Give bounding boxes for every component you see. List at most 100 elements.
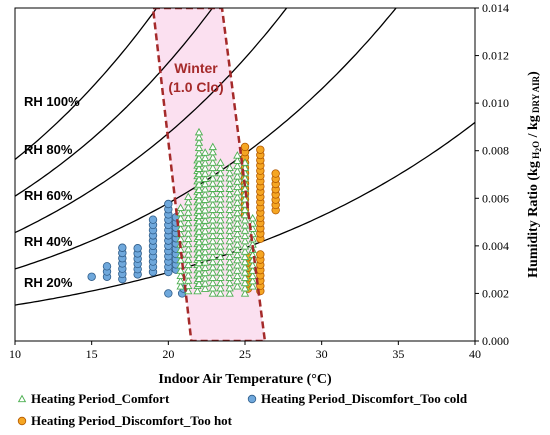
legend-too-hot-icon bbox=[17, 416, 27, 426]
comfort-point bbox=[184, 213, 193, 221]
comfort-point bbox=[184, 208, 193, 216]
comfort-point bbox=[176, 281, 185, 290]
comfort-point bbox=[194, 164, 204, 172]
x-tick-label: 35 bbox=[392, 347, 404, 361]
comfort-point bbox=[194, 211, 204, 220]
comfort-point bbox=[208, 210, 217, 219]
too-cold-point bbox=[102, 262, 112, 271]
comfort-point bbox=[248, 271, 257, 279]
comfort-point bbox=[208, 268, 217, 276]
comfort-point bbox=[208, 142, 217, 151]
comfort-point bbox=[208, 163, 217, 172]
too-cold-point bbox=[148, 215, 158, 224]
comfort-point bbox=[194, 180, 204, 188]
comfort-point bbox=[240, 231, 250, 240]
rh-label-80: RH 80% bbox=[24, 142, 73, 157]
comfort-point bbox=[225, 205, 234, 213]
comfort-point bbox=[208, 289, 217, 297]
legend-too-cold-icon bbox=[247, 394, 257, 404]
comfort-point bbox=[200, 263, 210, 271]
comfort-point bbox=[184, 218, 193, 227]
comfort-point bbox=[200, 273, 210, 282]
comfort-point bbox=[225, 184, 234, 192]
comfort-point bbox=[208, 158, 217, 166]
comfort-point bbox=[233, 213, 242, 222]
comfort-point bbox=[200, 163, 210, 172]
comfort-point bbox=[233, 255, 242, 264]
x-tick-label: 20 bbox=[162, 347, 174, 361]
comfort-point bbox=[200, 242, 210, 250]
comfort-point bbox=[216, 189, 225, 198]
comfort-point bbox=[200, 190, 210, 198]
comfort-point bbox=[176, 276, 185, 285]
comfort-point bbox=[200, 179, 210, 188]
comfort-point bbox=[225, 273, 234, 281]
comfort-point bbox=[208, 153, 217, 161]
comfort-point bbox=[248, 213, 257, 222]
comfort-point bbox=[233, 151, 242, 159]
x-tick-label: 40 bbox=[469, 347, 481, 361]
comfort-point bbox=[240, 278, 250, 287]
comfort-point bbox=[240, 273, 250, 281]
comfort-point bbox=[208, 147, 217, 156]
comfort-point bbox=[225, 283, 234, 292]
too-hot-point bbox=[256, 250, 265, 259]
comfort-point bbox=[194, 133, 204, 141]
y-tick-label: 0.006 bbox=[482, 191, 509, 205]
comfort-point bbox=[194, 127, 204, 136]
too-cold-point bbox=[133, 244, 142, 253]
comfort-point bbox=[240, 268, 250, 276]
comfort-point bbox=[225, 168, 234, 177]
comfort-point bbox=[233, 276, 242, 285]
comfort-point bbox=[216, 242, 225, 250]
x-tick-label: 10 bbox=[9, 347, 21, 361]
comfort-point bbox=[225, 221, 234, 229]
comfort-point bbox=[184, 202, 193, 211]
comfort-point bbox=[233, 166, 242, 175]
comfort-point bbox=[176, 266, 185, 274]
comfort-point bbox=[216, 283, 225, 292]
rh-label-60: RH 60% bbox=[24, 188, 73, 203]
too-hot-point bbox=[256, 145, 265, 154]
comfort-point bbox=[216, 173, 225, 182]
comfort-point bbox=[176, 203, 185, 211]
comfort-point bbox=[208, 226, 217, 234]
comfort-point bbox=[240, 226, 250, 234]
too-hot-point bbox=[240, 142, 250, 152]
comfort-point bbox=[194, 248, 204, 256]
too-cold-point bbox=[164, 199, 173, 209]
comfort-point bbox=[240, 215, 250, 224]
comfort-point bbox=[225, 163, 234, 172]
comfort-point bbox=[240, 257, 250, 266]
comfort-point bbox=[200, 232, 210, 240]
comfort-point bbox=[208, 283, 217, 292]
comfort-point bbox=[200, 184, 210, 193]
comfort-point bbox=[248, 261, 257, 269]
comfort-point bbox=[176, 271, 185, 279]
comfort-point bbox=[200, 158, 210, 167]
comfort-point bbox=[216, 231, 225, 240]
winter-clo-label: (1.0 Clo) bbox=[168, 79, 223, 95]
comfort-point bbox=[216, 226, 225, 234]
comfort-point bbox=[208, 205, 217, 213]
comfort-point bbox=[216, 168, 225, 177]
comfort-point bbox=[194, 185, 204, 193]
comfort-point bbox=[248, 276, 257, 285]
comfort-point bbox=[225, 278, 234, 287]
y-tick-label: 0.012 bbox=[482, 49, 509, 63]
comfort-point bbox=[184, 250, 193, 258]
comfort-point bbox=[184, 281, 193, 289]
comfort-point bbox=[194, 159, 204, 167]
comfort-point bbox=[200, 226, 210, 235]
comfort-point bbox=[208, 200, 217, 208]
comfort-point bbox=[208, 173, 217, 182]
comfort-point bbox=[233, 224, 242, 232]
comfort-point bbox=[194, 169, 204, 178]
legend-label-0: Heating Period_Comfort bbox=[31, 391, 170, 406]
comfort-point bbox=[194, 222, 204, 230]
comfort-point bbox=[200, 247, 210, 256]
comfort-point bbox=[233, 245, 242, 253]
comfort-point bbox=[216, 184, 225, 192]
comfort-point bbox=[240, 221, 250, 229]
